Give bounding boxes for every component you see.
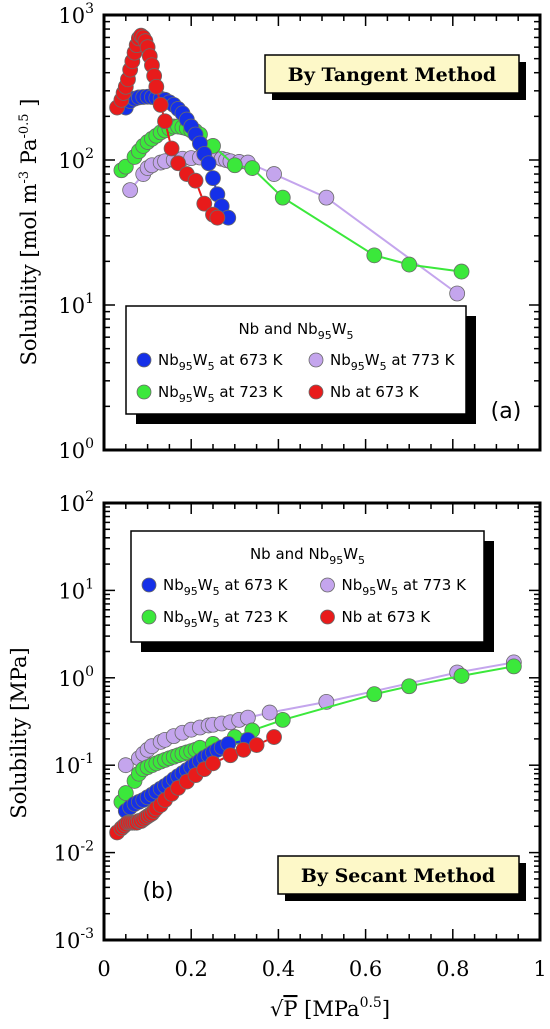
data-point-nbw_773 [449, 285, 466, 302]
y-tick-label: 102 [58, 489, 94, 516]
y-tick-label: 10-3 [54, 926, 94, 953]
data-point-nbw_723 [117, 785, 134, 801]
legend-label-nbw_673: Nb95W5 at 673 K [158, 351, 284, 373]
data-point-nbw_773 [261, 704, 278, 721]
data-point-nbw_723 [453, 263, 470, 280]
panel-a-frame [102, 13, 542, 452]
x-axis-label: √P [MPa0.5] [270, 995, 390, 1021]
data-point-nbw_723 [401, 678, 418, 695]
legend-title: Nb and Nb95W5 [238, 320, 353, 342]
series-line-nbw_773 [129, 155, 458, 295]
data-point-nb_673 [148, 78, 165, 95]
data-point-nb_673 [152, 96, 169, 113]
panel-a-label: (a) [491, 399, 522, 424]
legend-marker-nbw_723 [136, 384, 152, 400]
data-point-nbw_673 [200, 155, 217, 172]
x-tick-labels: 0 0.2 0.4 0.6 0.8 1 [97, 957, 546, 981]
y-tick-label: 10-1 [54, 751, 94, 778]
panel-a-series [109, 27, 470, 302]
data-point-nbw_723 [274, 189, 291, 206]
legend-marker-nbw_723 [141, 609, 157, 625]
y-tick-label: 100 [58, 664, 94, 691]
y-tick-label: 103 [58, 1, 94, 28]
data-point-nbw_723 [366, 247, 383, 264]
panel-a-legend: Nb and Nb95W5 Nb95W5 at 673 K Nb95W5 at 77… [125, 305, 476, 424]
panel-a-method-box: By Tangent Method [264, 54, 526, 100]
legend-marker-nbw_673 [136, 352, 152, 368]
x-tick-label: 1 [533, 957, 546, 981]
data-point-nbw_723 [453, 668, 470, 684]
data-point-nbw_773 [266, 166, 282, 182]
panel-b-y-axis-label: Solubility [MPa] [7, 647, 31, 818]
panel-a-y-axis-label: Solubility [mol m-3 Pa-0.5 ] [17, 99, 41, 366]
data-point-nb_673 [196, 195, 213, 212]
legend-marker-nbw_773 [320, 577, 335, 593]
legend-label-nbw_723: Nb95W5 at 723 K [163, 608, 289, 630]
legend-marker-nbw_673 [141, 577, 157, 593]
data-point-nbw_723 [226, 157, 243, 174]
x-tick-label: 0.2 [174, 957, 207, 981]
panel-b-series [109, 654, 522, 841]
data-point-nb_673 [163, 140, 180, 157]
panel-a-method-label: By Tangent Method [288, 64, 496, 86]
data-point-nb_673 [209, 209, 226, 226]
legend-label-nb_673: Nb at 673 K [330, 383, 420, 401]
data-point-nbw_773 [318, 189, 335, 206]
legend-marker-nb_673 [308, 384, 324, 400]
x-tick-label: 0.8 [436, 957, 469, 981]
panel-b-method-label: By Secant Method [301, 865, 495, 887]
legend-title: Nb and Nb95W5 [250, 545, 365, 567]
data-point-nbw_723 [244, 160, 261, 176]
data-point-nbw_723 [505, 658, 522, 675]
legend-label-nbw_723: Nb95W5 at 723 K [158, 383, 284, 405]
legend-label-nbw_773: Nb95W5 at 773 K [330, 351, 456, 373]
data-point-nb_673 [205, 755, 221, 772]
data-point-nbw_673 [205, 170, 221, 187]
data-point-nbw_723 [274, 711, 291, 728]
data-point-nb_673 [266, 729, 282, 745]
legend-label-nbw_673: Nb95W5 at 673 K [163, 576, 289, 598]
y-tick-label: 101 [58, 291, 94, 318]
data-point-nb_673 [170, 155, 187, 172]
data-point-nbw_773 [117, 757, 134, 774]
data-point-nb_673 [187, 172, 204, 189]
legend-label-nbw_773: Nb95W5 at 773 K [342, 576, 468, 598]
x-tick-label: 0.6 [349, 957, 382, 981]
legend-label-nb_673: Nb at 673 K [342, 608, 432, 626]
data-point-nbw_723 [366, 686, 383, 703]
data-point-nb_673 [157, 113, 173, 130]
legend-marker-nb_673 [320, 609, 335, 625]
data-point-nbw_723 [401, 256, 418, 273]
panel-b-y-tick-labels: 10-3 10-2 10-1 100 101 102 [54, 489, 94, 953]
y-tick-label: 101 [58, 576, 94, 603]
x-tick-label: 0 [97, 957, 110, 981]
panel-a: 100 101 102 103 Solubility [mol m-3 Pa-0.5 … [17, 1, 542, 463]
panel-b-frame [102, 501, 542, 942]
panel-b: 10-3 10-2 10-1 100 101 102 0 0.2 0.4 0.6 0.8 1 Sol… [7, 489, 547, 1021]
x-tick-label: 0.4 [262, 957, 295, 981]
panel-a-y-tick-labels: 100 101 102 103 [58, 1, 94, 463]
data-point-nbw_773 [122, 182, 139, 199]
panel-b-method-box: By Secant Method [277, 855, 526, 901]
data-point-nb_673 [248, 737, 265, 753]
y-tick-label: 10-2 [54, 839, 94, 866]
y-tick-label: 100 [58, 436, 94, 463]
panel-b-label: (b) [142, 879, 173, 904]
y-tick-label: 102 [58, 146, 94, 173]
panel-b-legend: Nb and Nb95W5 Nb95W5 at 673 K Nb95W5 at 77… [130, 530, 494, 652]
legend-marker-nbw_773 [308, 352, 324, 368]
